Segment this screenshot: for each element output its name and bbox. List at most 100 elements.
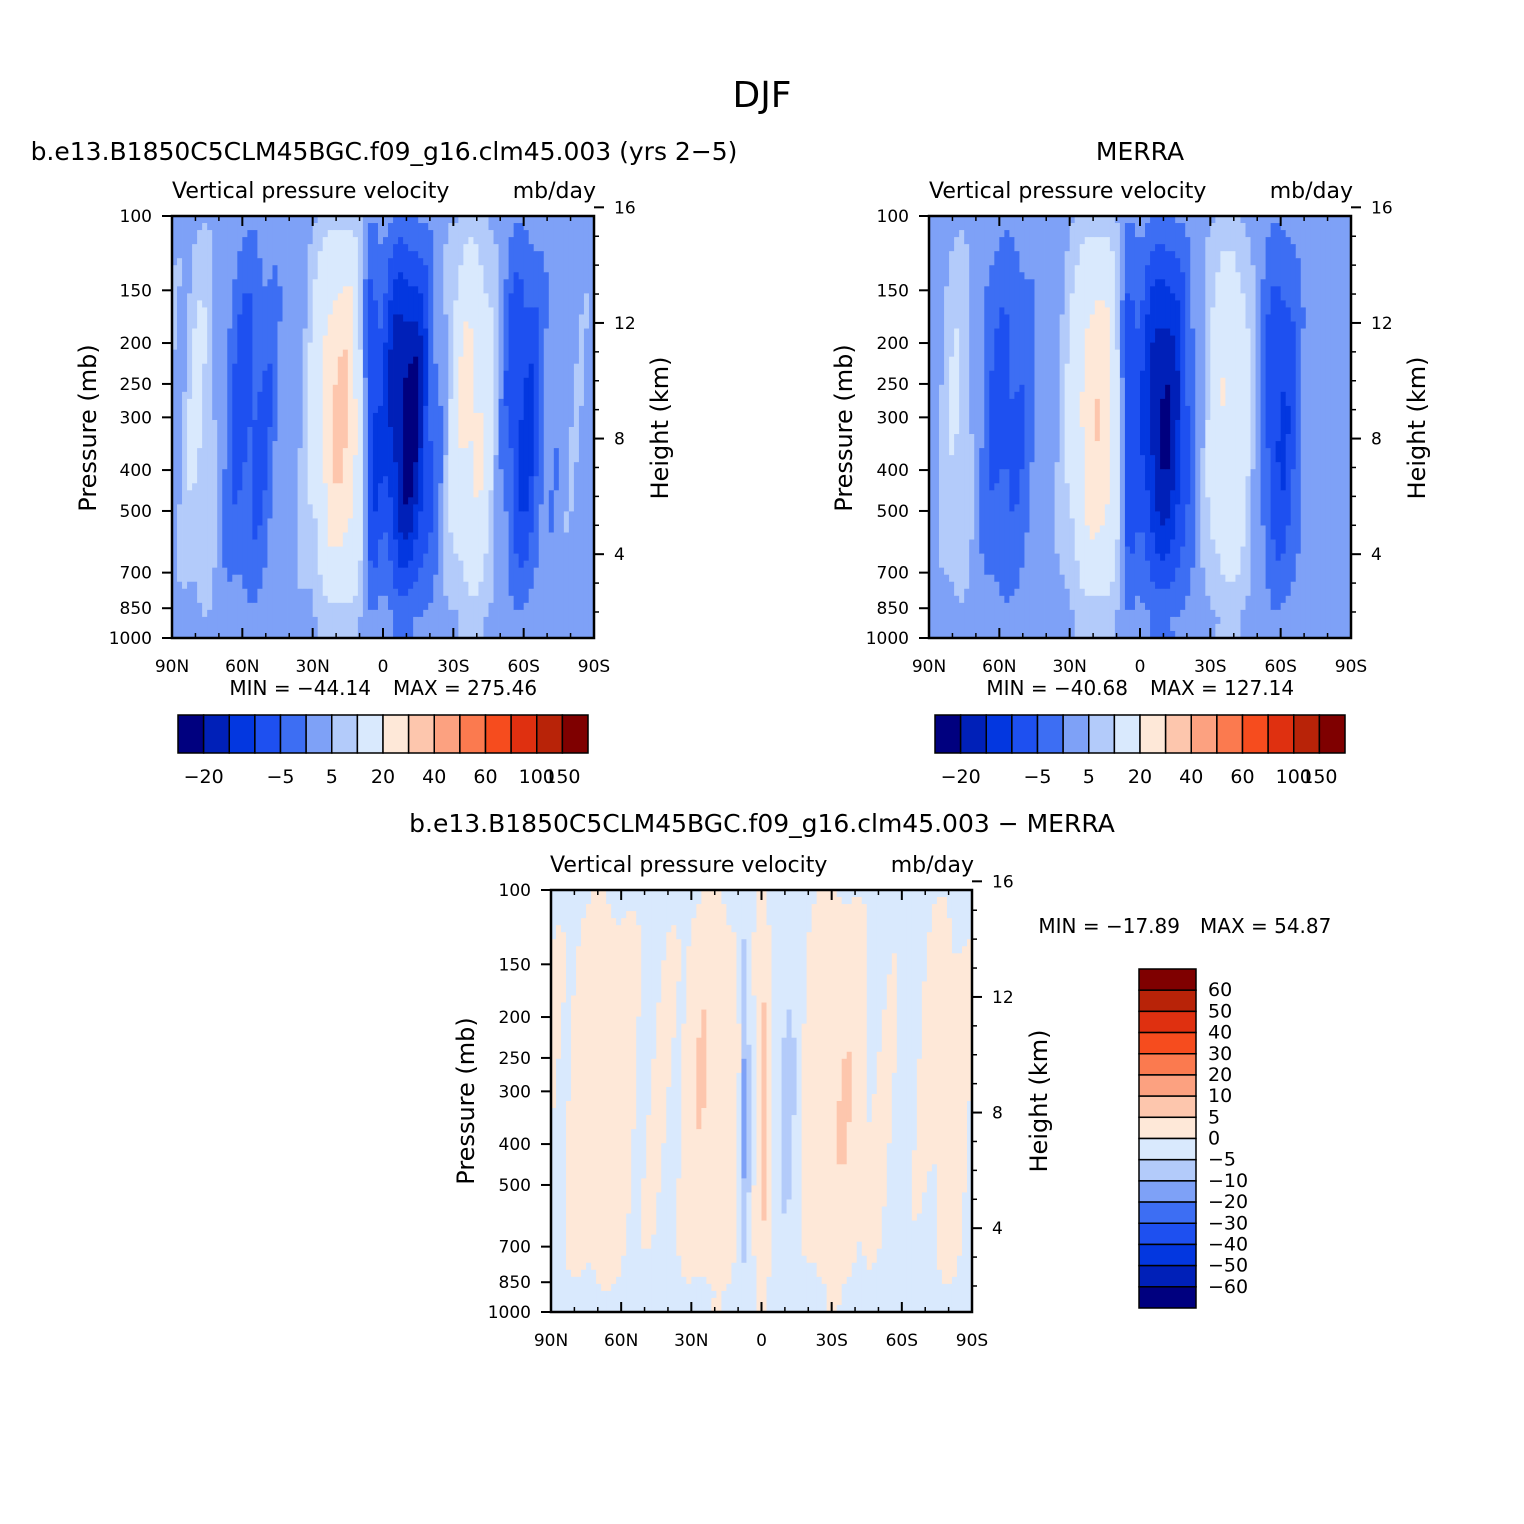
field-cell bbox=[247, 427, 253, 604]
field-cell bbox=[1235, 574, 1241, 639]
colorbar-box bbox=[1138, 1010, 1197, 1034]
max-label-obs: MAX = 127.14 bbox=[1150, 676, 1294, 700]
field-cell bbox=[939, 384, 945, 569]
field-cell bbox=[533, 476, 540, 569]
field-cell bbox=[403, 567, 409, 597]
colorbar-label: −50 bbox=[1208, 1255, 1248, 1277]
colorbar-label: 20 bbox=[371, 766, 395, 788]
field-cell bbox=[681, 1276, 687, 1313]
field-cell bbox=[1099, 237, 1106, 301]
field-cell bbox=[237, 574, 243, 639]
field-cell bbox=[959, 230, 965, 604]
colorbar-label: 150 bbox=[1301, 766, 1337, 788]
field-cell bbox=[1180, 546, 1186, 611]
field-cell bbox=[367, 279, 374, 562]
field-cell bbox=[438, 483, 444, 639]
field-cell bbox=[1290, 581, 1297, 639]
field-cell bbox=[676, 1178, 682, 1257]
colorbar-label: 40 bbox=[422, 766, 446, 788]
field-cell bbox=[1029, 279, 1035, 463]
field-cell bbox=[573, 363, 580, 463]
field-cell bbox=[1140, 370, 1146, 456]
field-cell bbox=[408, 286, 414, 322]
field-cell bbox=[876, 890, 883, 1053]
field-cell bbox=[949, 216, 955, 252]
field-cell bbox=[267, 279, 273, 365]
field-cell bbox=[388, 223, 394, 259]
field-cell bbox=[1220, 251, 1226, 379]
field-cell bbox=[488, 307, 494, 491]
field-cell bbox=[1089, 216, 1096, 238]
field-cell bbox=[1019, 567, 1025, 639]
field-cell bbox=[1094, 398, 1101, 442]
min-label-difference: MIN = −17.89 bbox=[1038, 914, 1180, 938]
field-cell bbox=[691, 1276, 697, 1313]
field-cell bbox=[423, 216, 429, 224]
field-cell bbox=[493, 216, 499, 245]
field-cell bbox=[393, 539, 399, 590]
min-label-model: MIN = −44.14 bbox=[229, 676, 371, 700]
field-cell bbox=[1155, 244, 1161, 280]
field-cell bbox=[1300, 328, 1307, 639]
field-cell bbox=[566, 890, 572, 1102]
field-cell bbox=[1160, 279, 1166, 329]
field-cell bbox=[1069, 293, 1076, 519]
field-cell bbox=[1134, 237, 1141, 329]
field-cell bbox=[1150, 251, 1156, 287]
field-cell bbox=[1104, 307, 1111, 505]
field-cell bbox=[671, 890, 677, 926]
field-cell bbox=[896, 890, 903, 1313]
field-cell bbox=[1185, 595, 1191, 639]
x-tick-label: 60N bbox=[604, 1331, 638, 1351]
field-cell bbox=[232, 279, 238, 365]
field-cell bbox=[423, 405, 429, 554]
field-cell bbox=[503, 216, 509, 280]
field-cell bbox=[881, 1009, 888, 1207]
field-cell bbox=[1104, 504, 1111, 597]
field-cell bbox=[528, 476, 535, 533]
field-cell bbox=[393, 314, 399, 463]
field-cell bbox=[861, 1255, 868, 1313]
field-cell bbox=[926, 932, 933, 1172]
units-difference: mb/day bbox=[891, 853, 974, 878]
field-cell bbox=[846, 1051, 853, 1123]
field-cell bbox=[297, 588, 304, 639]
field-cell bbox=[413, 616, 419, 639]
field-cell bbox=[994, 251, 1000, 329]
colorbar-box bbox=[433, 714, 461, 754]
colorbar-box bbox=[177, 714, 205, 754]
field-cell bbox=[1200, 567, 1206, 639]
field-cell bbox=[523, 560, 530, 604]
field-cell bbox=[478, 490, 484, 583]
field-cell bbox=[418, 335, 424, 449]
field-cell bbox=[741, 890, 747, 940]
field-cell bbox=[367, 223, 374, 280]
field-cell bbox=[277, 216, 283, 287]
y-tick-label: 1000 bbox=[488, 1303, 531, 1323]
field-cell bbox=[212, 567, 218, 639]
field-cell bbox=[1014, 216, 1020, 252]
field-cell bbox=[1114, 349, 1121, 540]
field-cell bbox=[1150, 216, 1156, 252]
y-tick-label: 150 bbox=[120, 281, 152, 301]
field-cell bbox=[736, 890, 742, 1025]
field-cell bbox=[307, 216, 314, 245]
field-cell bbox=[666, 932, 672, 1088]
field-cell bbox=[337, 483, 344, 547]
field-cell bbox=[543, 272, 550, 329]
field-cell bbox=[418, 511, 424, 569]
field-cell bbox=[1079, 427, 1086, 590]
field-cell bbox=[337, 216, 344, 231]
field-cell bbox=[706, 1283, 712, 1313]
field-cell bbox=[1225, 251, 1231, 583]
field-cell bbox=[503, 405, 509, 512]
field-cell bbox=[483, 216, 489, 294]
field-cell bbox=[578, 216, 585, 315]
field-cell bbox=[1124, 293, 1131, 547]
field-cell bbox=[926, 1171, 933, 1313]
y-tick-label: 850 bbox=[499, 1273, 531, 1293]
field-cell bbox=[508, 293, 515, 449]
field-cell bbox=[1069, 518, 1076, 611]
field-cell bbox=[388, 497, 394, 562]
field-cell bbox=[1235, 272, 1241, 576]
